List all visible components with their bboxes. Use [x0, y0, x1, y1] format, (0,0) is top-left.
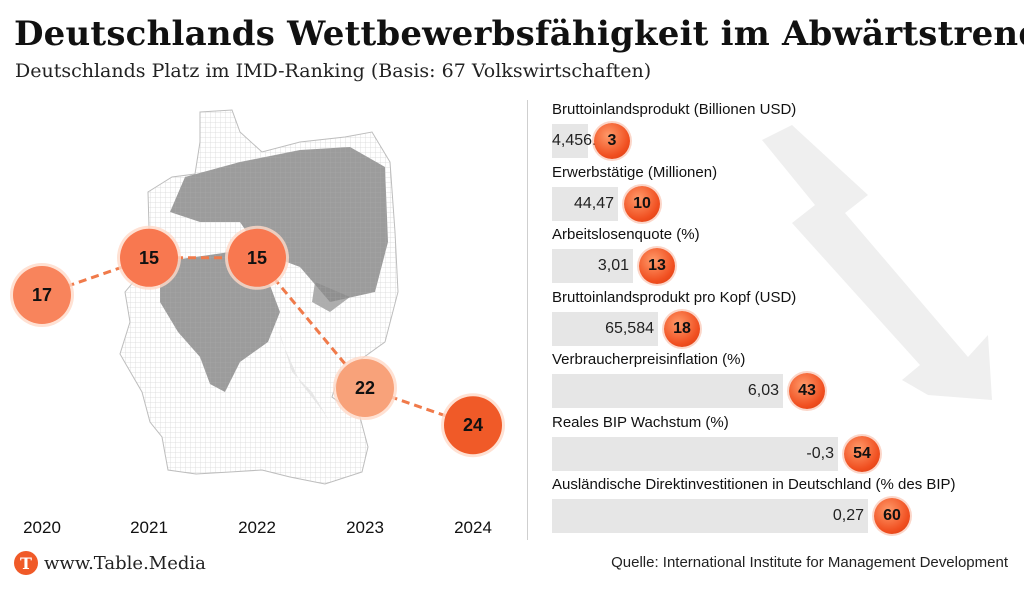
indicator-label: Verbraucherpreisinflation (%) — [552, 351, 746, 368]
ranking-point-2023: 22 — [333, 356, 397, 420]
ranking-point-2024: 24 — [441, 393, 505, 458]
ranking-line-chart: 17 15 15 22 24 2020 2021 2022 2023 2024 — [10, 109, 505, 537]
brand: T www.Table.Media — [14, 551, 206, 575]
indicator-bar — [552, 124, 588, 158]
indicator-label: Ausländische Direktinvestitionen in Deut… — [552, 476, 956, 493]
indicator-value: 0,27 — [832, 507, 864, 524]
panel-divider — [527, 100, 528, 540]
site-url: www.Table.Media — [44, 552, 206, 574]
source-note: Quelle: International Institute for Mana… — [611, 554, 1008, 571]
indicator-label: Arbeitslosenquote (%) — [552, 226, 700, 243]
x-tick-label: 2021 — [130, 518, 168, 537]
ranking-marker — [120, 228, 178, 287]
ranking-marker — [444, 396, 502, 455]
germany-map-background — [119, 109, 399, 485]
chart-title: Deutschlands Wettbewerbsfähigkeit im Abw… — [14, 14, 1024, 54]
indicator-label: Reales BIP Wachstum (%) — [552, 413, 729, 431]
indicator-value: 3,01 — [597, 257, 629, 274]
x-tick-label: 2024 — [454, 518, 492, 537]
x-tick-label: 2023 — [346, 518, 384, 537]
indicator-bar — [552, 249, 633, 283]
table-media-logo-icon: T — [14, 551, 38, 575]
indicator-bar — [552, 499, 868, 533]
indicator-label: Erwerbstätige (Millionen) — [552, 163, 718, 181]
indicator-value: 65,584 — [605, 319, 654, 337]
indicator-value: -0,3 — [806, 444, 834, 462]
indicator-value: 4,456.1 — [552, 132, 606, 149]
indicator-rank-badge: 3 — [594, 123, 630, 159]
ranking-marker — [228, 228, 286, 287]
downtrend-arrow-shape — [762, 125, 992, 400]
ranking-marker — [336, 359, 394, 417]
ranking-marker — [13, 266, 71, 324]
indicator-label: Bruttoinlandsprodukt pro Kopf (USD) — [552, 288, 797, 306]
indicator-value: 44,47 — [573, 194, 614, 212]
ranking-data-label: 17 — [32, 285, 52, 305]
indicator-rank-badge: 18 — [664, 310, 700, 347]
ranking-data-label: 24 — [463, 415, 483, 435]
ranking-point-2021: 15 — [117, 225, 181, 290]
indicator-rank-badge: 43 — [789, 373, 825, 409]
indicator-rank-badge: 54 — [844, 435, 880, 472]
indicator-bar — [552, 436, 838, 471]
ranking-data-label: 15 — [139, 248, 159, 268]
ranking-point-2022: 15 — [225, 225, 289, 290]
x-tick-label: 2022 — [238, 518, 276, 537]
downtrend-arrow-icon — [762, 125, 992, 400]
indicator-label: Bruttoinlandsprodukt (Billionen USD) — [552, 101, 797, 118]
ranking-point-2020: 17 — [10, 263, 74, 327]
ranking-data-label: 22 — [355, 378, 375, 398]
chart-subtitle: Deutschlands Platz im IMD-Ranking (Basis… — [15, 60, 652, 82]
indicator-bar-chart: Bruttoinlandsprodukt (Billionen USD) 4,45… — [530, 95, 1024, 545]
indicator-bar — [552, 186, 618, 221]
indicator-bar — [552, 374, 783, 408]
indicator-rank-badge: 60 — [874, 498, 910, 534]
indicator-bar — [552, 311, 658, 346]
x-tick-label: 2020 — [23, 518, 61, 537]
indicator-rank-badge: 10 — [624, 185, 660, 222]
indicator-rank-badge: 13 — [639, 248, 675, 284]
ranking-data-label: 15 — [247, 248, 267, 268]
indicator-value: 6,03 — [747, 382, 779, 399]
